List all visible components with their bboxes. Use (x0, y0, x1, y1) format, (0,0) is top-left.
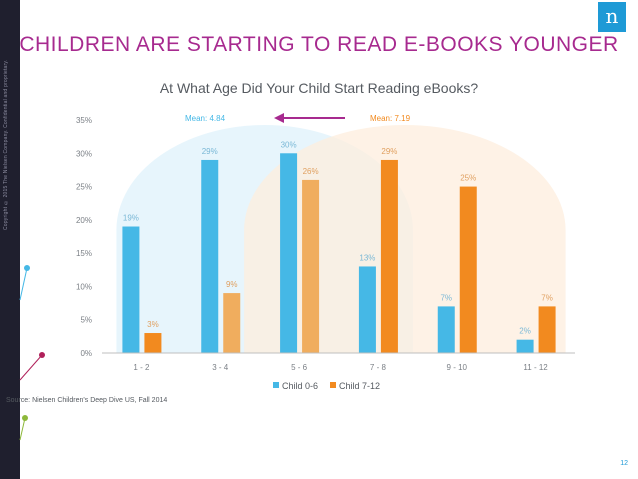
page-number: 12 (620, 460, 628, 467)
bar-child-0-6 (280, 153, 298, 353)
decor-line-blue (19, 267, 28, 301)
y-tick-label: 0% (80, 349, 92, 358)
data-label-child-7-12: 3% (147, 320, 159, 329)
x-tick-label: 7 - 8 (370, 363, 387, 372)
data-label-child-7-12: 9% (226, 280, 238, 289)
bar-child-7-12 (144, 333, 162, 353)
x-tick-label: 5 - 6 (291, 363, 308, 372)
x-tick-label: 9 - 10 (447, 363, 468, 372)
y-tick-label: 35% (76, 116, 92, 125)
data-label-child-0-6: 30% (281, 140, 297, 149)
y-tick-label: 5% (80, 316, 92, 325)
mean-label-child-7-12: Mean: 7.19 (370, 114, 411, 123)
bar-child-0-6 (437, 306, 455, 353)
y-tick-label: 15% (76, 249, 92, 258)
data-label-child-0-6: 2% (519, 327, 531, 336)
arrow-head-icon (274, 113, 284, 123)
x-tick-label: 3 - 4 (212, 363, 229, 372)
sidebar-strip: Copyright © 2015 The Nielsen Company. Co… (0, 0, 20, 479)
data-label-child-7-12: 25% (460, 174, 476, 183)
legend-swatch-child-0-6 (273, 382, 279, 388)
y-tick-label: 10% (76, 282, 92, 291)
decor-dot-blue (24, 265, 30, 271)
y-tick-label: 20% (76, 216, 92, 225)
legend-label-child-0-6: Child 0-6 (282, 381, 318, 391)
bar-child-0-6 (358, 266, 376, 353)
slide-title: CHILDREN ARE STARTING TO READ E-BOOKS YO… (19, 33, 619, 56)
data-label-child-0-6: 29% (202, 147, 218, 156)
mean-label-child-0-6: Mean: 4.84 (185, 114, 226, 123)
chart-title: At What Age Did Your Child Start Reading… (159, 80, 479, 96)
bar-child-0-6 (516, 339, 534, 353)
bar-child-7-12 (538, 306, 556, 353)
bar-child-7-12 (302, 179, 320, 353)
source-note: Source: Nielsen Children's Deep Dive US,… (6, 397, 168, 404)
decor-line-magenta (19, 354, 43, 381)
data-label-child-0-6: 13% (359, 253, 375, 262)
decor-dot-magenta (39, 352, 45, 358)
bar-child-7-12 (223, 293, 241, 353)
bar-child-0-6 (201, 159, 219, 353)
y-tick-label: 25% (76, 183, 92, 192)
bar-child-7-12 (380, 159, 398, 353)
nielsen-logo: n (598, 2, 626, 32)
data-label-child-0-6: 7% (440, 293, 452, 302)
y-tick-label: 30% (76, 149, 92, 158)
legend-label-child-7-12: Child 7-12 (339, 381, 380, 391)
data-label-child-7-12: 26% (303, 167, 319, 176)
x-tick-label: 11 - 12 (523, 363, 548, 372)
bar-child-7-12 (459, 186, 477, 353)
data-label-child-7-12: 7% (541, 293, 553, 302)
x-tick-label: 1 - 2 (133, 363, 150, 372)
bar-child-0-6 (122, 226, 140, 353)
data-label-child-7-12: 29% (381, 147, 397, 156)
mean-arch-child-7-12 (244, 125, 566, 353)
data-label-child-0-6: 19% (123, 214, 139, 223)
decor-dot-green (22, 415, 28, 421)
legend-swatch-child-7-12 (330, 382, 336, 388)
decor-line-green (19, 417, 26, 441)
